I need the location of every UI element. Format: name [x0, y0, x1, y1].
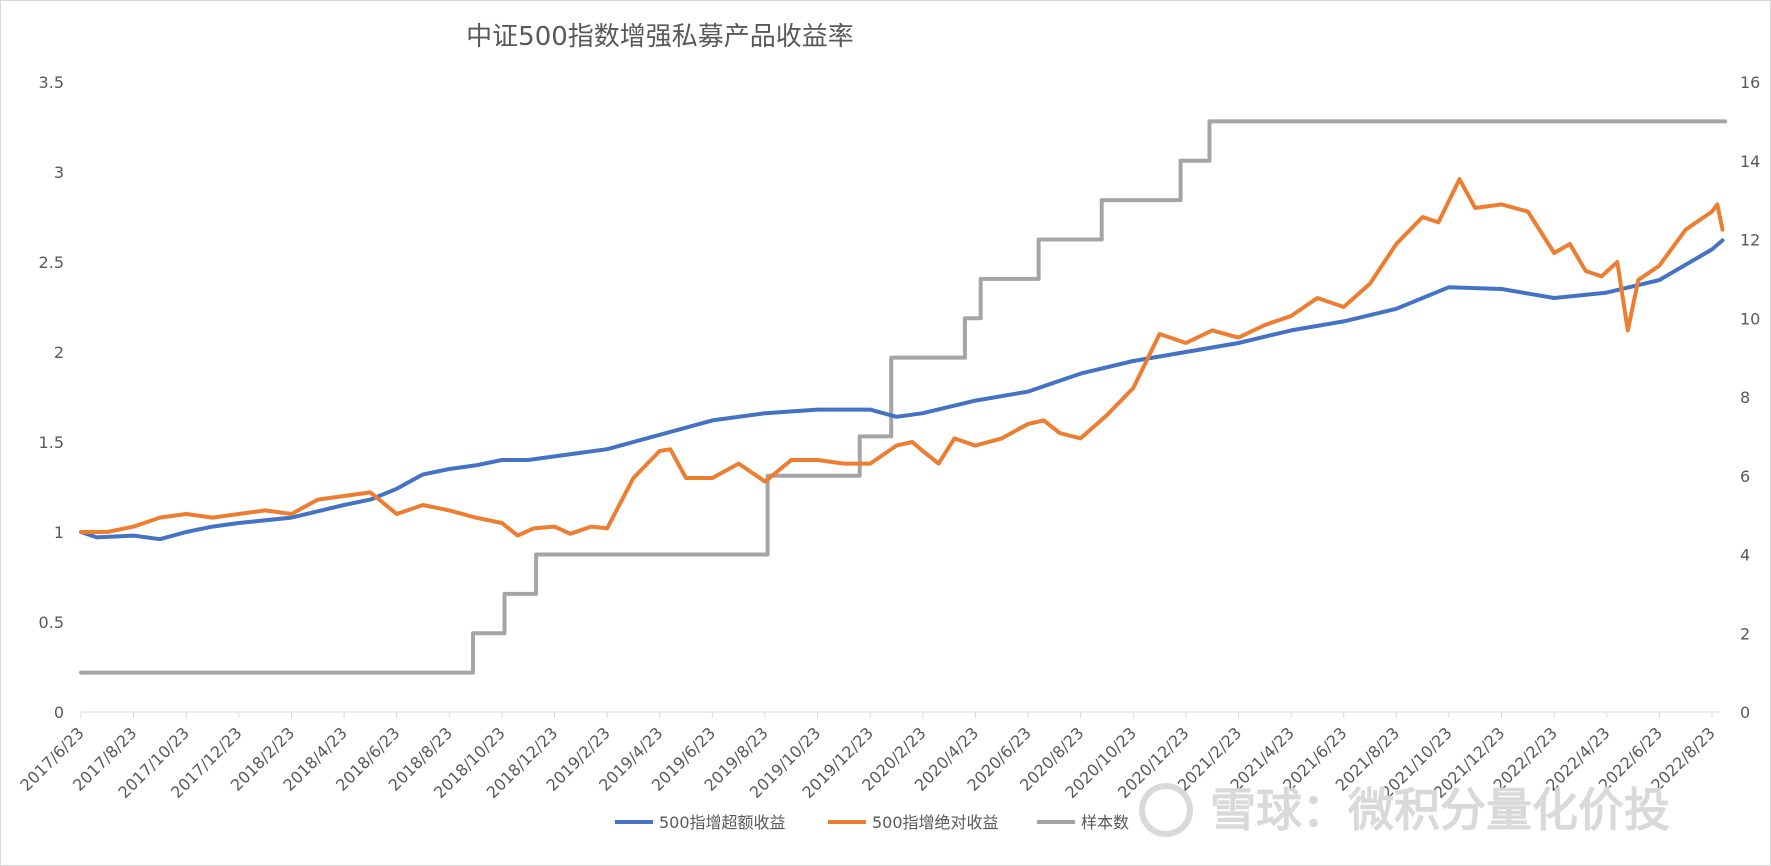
legend-label: 样本数 — [1081, 813, 1129, 832]
watermark-logo-icon — [1139, 783, 1193, 837]
y-right-tick-label: 14 — [1740, 152, 1760, 171]
watermark-text: 雪球：微积分量化价投 — [1210, 783, 1670, 837]
y-right-tick-label: 8 — [1740, 388, 1750, 407]
y-left-tick-label: 3 — [54, 163, 64, 182]
series-layer — [79, 119, 1728, 675]
legend-label: 500指增绝对收益 — [872, 813, 999, 832]
y-right-tick-label: 6 — [1740, 467, 1750, 486]
y-right-tick-label: 4 — [1740, 546, 1750, 565]
y-left-tick-label: 2 — [54, 343, 64, 362]
y-left-tick-label: 2.5 — [39, 253, 64, 272]
y-left-tick-label: 0 — [54, 703, 64, 722]
y-right-tick-label: 10 — [1740, 309, 1760, 328]
y-right-tick-label: 2 — [1740, 624, 1750, 643]
y-right-tick-label: 0 — [1740, 703, 1750, 722]
chart-title: 中证500指数增强私募产品收益率 — [466, 22, 854, 52]
legend-label: 500指增超额收益 — [659, 813, 786, 832]
y-left-tick-label: 0.5 — [39, 613, 64, 632]
series-line — [79, 119, 1728, 675]
y-left-tick-label: 1 — [54, 523, 64, 542]
y-right-tick-label: 16 — [1740, 73, 1760, 92]
watermark: 雪球：微积分量化价投 — [1139, 783, 1670, 837]
series-line — [79, 238, 1725, 542]
y-right-tick-label: 12 — [1740, 231, 1760, 250]
legend: 500指增超额收益 500指增绝对收益 样本数 — [615, 813, 1129, 832]
series-line — [79, 177, 1725, 538]
y-left-tick-label: 3.5 — [39, 73, 64, 92]
y-left-tick-label: 1.5 — [39, 433, 64, 452]
